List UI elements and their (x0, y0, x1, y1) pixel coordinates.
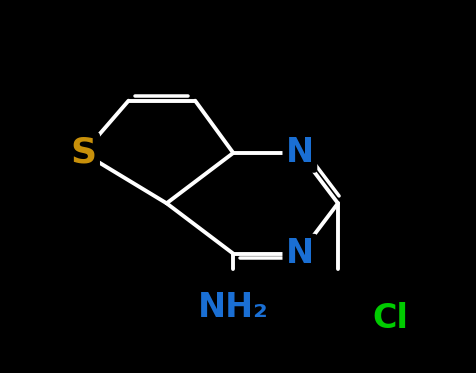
Text: Cl: Cl (372, 303, 408, 335)
Text: S: S (70, 136, 96, 170)
Text: N: N (286, 137, 314, 169)
Text: NH₂: NH₂ (198, 291, 268, 324)
Text: N: N (286, 237, 314, 270)
